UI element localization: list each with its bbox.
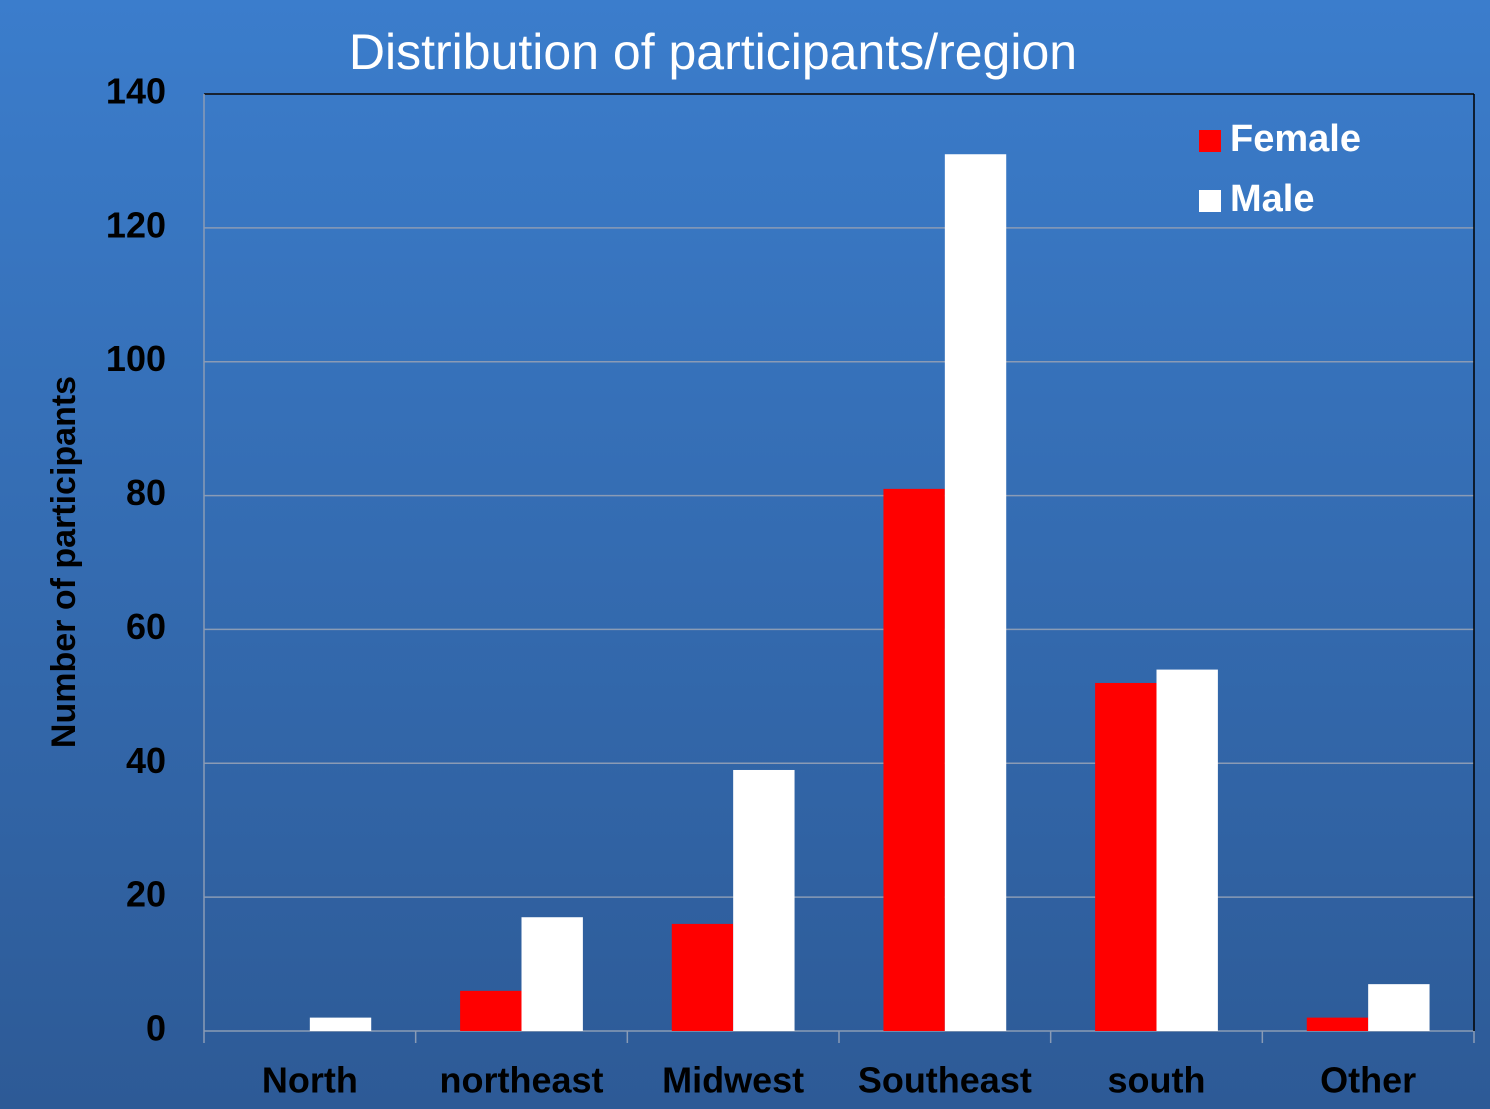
chart-title: Distribution of participants/region xyxy=(349,24,1077,80)
x-tick-label: North xyxy=(262,1060,358,1101)
bar xyxy=(1307,1018,1368,1031)
x-tick-label: Midwest xyxy=(662,1060,804,1101)
page: {"chart_data": {"type": "bar", "title": … xyxy=(0,0,1490,1109)
legend-swatch xyxy=(1199,190,1221,212)
bar xyxy=(945,154,1006,1031)
bar xyxy=(883,489,944,1031)
legend-label: Male xyxy=(1230,178,1314,220)
y-tick-label: 20 xyxy=(126,874,166,915)
y-tick-label: 40 xyxy=(126,740,166,781)
y-tick-label: 80 xyxy=(126,472,166,513)
y-tick-label: 120 xyxy=(106,204,166,245)
y-tick-label: 140 xyxy=(106,71,166,112)
bar xyxy=(310,1018,371,1031)
bar xyxy=(672,924,733,1031)
bar xyxy=(1157,670,1218,1031)
y-tick-label: 100 xyxy=(106,338,166,379)
bar xyxy=(733,770,794,1031)
bar xyxy=(1095,683,1156,1031)
chart: Distribution of participants/region Numb… xyxy=(0,0,1490,1109)
y-tick-label: 0 xyxy=(146,1008,166,1049)
bar xyxy=(460,991,521,1031)
x-tick-label: south xyxy=(1108,1060,1206,1101)
legend-label: Female xyxy=(1230,118,1361,160)
y-axis-label: Number of participants xyxy=(45,376,83,748)
bar xyxy=(522,917,583,1031)
x-tick-label: Other xyxy=(1320,1060,1416,1101)
x-tick-label: northeast xyxy=(439,1060,603,1101)
x-tick-label: Southeast xyxy=(858,1060,1032,1101)
y-tick-label: 60 xyxy=(126,606,166,647)
bar xyxy=(1368,984,1429,1031)
legend-swatch xyxy=(1199,130,1221,152)
